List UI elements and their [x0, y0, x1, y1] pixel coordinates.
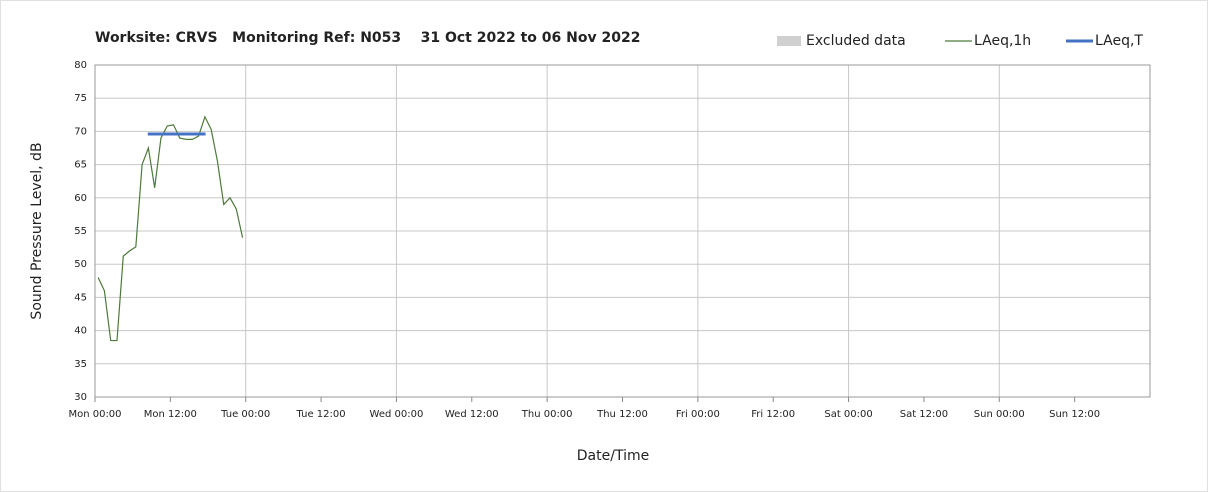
x-tick-label: Sat 12:00 [900, 409, 948, 420]
x-tick-label: Fri 00:00 [676, 409, 720, 420]
y-tick-label: 50 [74, 259, 87, 270]
y-tick-label: 45 [74, 292, 87, 303]
y-tick-label: 40 [74, 326, 87, 337]
x-tick-label: Sat 00:00 [824, 409, 872, 420]
series-line [97, 115, 244, 342]
y-axis-label: Sound Pressure Level, dB [29, 142, 45, 319]
x-tick-label: Mon 12:00 [144, 409, 197, 420]
y-tick-label: 35 [74, 359, 87, 370]
x-tick-label: Tue 00:00 [220, 409, 270, 420]
y-tick-label: 70 [74, 126, 87, 137]
x-tick-label: Thu 00:00 [521, 409, 573, 420]
x-tick-label: Sun 00:00 [974, 409, 1025, 420]
legend-swatch [777, 36, 801, 46]
x-tick-label: Wed 12:00 [445, 409, 499, 420]
x-tick-label: Tue 12:00 [296, 409, 346, 420]
x-tick-label: Mon 00:00 [68, 409, 121, 420]
chart-title: Worksite: CRVS Monitoring Ref: N053 31 O… [95, 30, 640, 46]
x-tick-label: Wed 00:00 [370, 409, 424, 420]
y-tick-label: 30 [74, 392, 87, 403]
y-tick-label: 75 [74, 93, 87, 104]
legend-label: LAeq,T [1095, 33, 1143, 49]
y-tick-label: 65 [74, 160, 87, 171]
y-tick-label: 55 [74, 226, 87, 237]
legend-label: Excluded data [806, 33, 906, 49]
plot-area [94, 64, 1151, 398]
legend-label: LAeq,1h [974, 33, 1031, 49]
y-tick-label: 60 [74, 193, 87, 204]
x-tick-label: Fri 12:00 [751, 409, 795, 420]
x-tick-label: Sun 12:00 [1049, 409, 1100, 420]
x-axis-label: Date/Time [577, 448, 649, 464]
y-tick-label: 80 [74, 60, 87, 71]
x-tick-label: Thu 12:00 [596, 409, 648, 420]
